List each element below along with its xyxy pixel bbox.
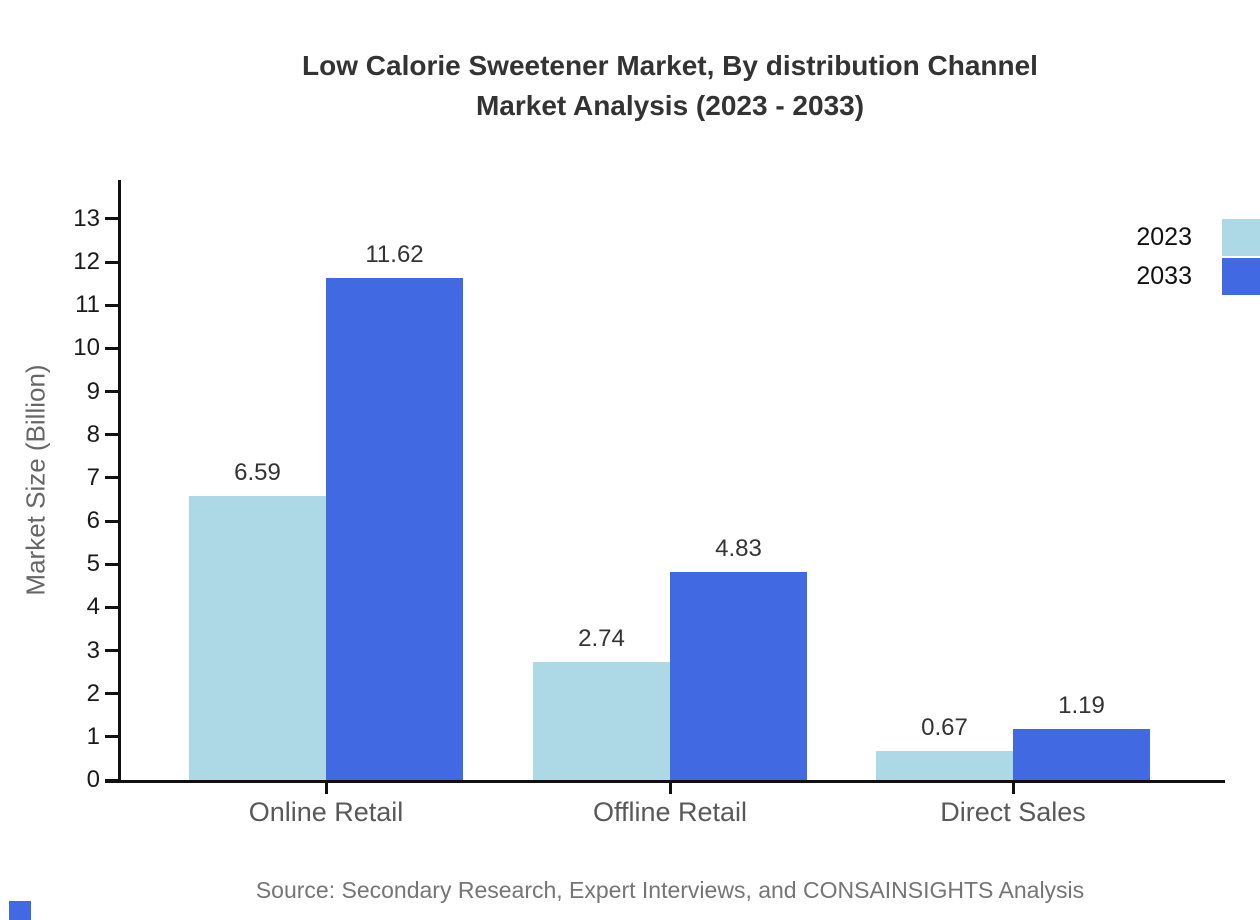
category-label-offline-retail: Offline Retail xyxy=(592,797,748,827)
legend-swatch-2033 xyxy=(1222,258,1260,295)
category-label-online-retail: Online Retail xyxy=(248,797,404,827)
legend-label-2033: 2033 xyxy=(1136,262,1192,290)
y-axis-tick xyxy=(105,260,118,264)
bar-2023-direct-sales xyxy=(876,751,1013,780)
value-label-2023-online-retail: 6.59 xyxy=(234,458,281,486)
y-axis-tick-label: 11 xyxy=(75,291,100,319)
y-axis-tick-label: 10 xyxy=(73,334,100,362)
y-axis-tick-label: 1 xyxy=(86,722,100,750)
y-axis-tick xyxy=(105,433,118,437)
legend: 2023 2033 xyxy=(1136,219,1260,295)
brand-corner-mark xyxy=(9,901,31,920)
y-axis-tick xyxy=(105,303,118,307)
y-axis-tick xyxy=(105,217,118,221)
bar-2023-offline-retail xyxy=(533,661,670,780)
bar-2033-online-retail xyxy=(326,278,463,780)
value-label-2023-offline-retail: 2.74 xyxy=(578,624,625,652)
bar-2033-direct-sales xyxy=(1013,728,1150,780)
y-axis-tick xyxy=(105,605,118,609)
y-axis-tick-label: 9 xyxy=(86,377,100,405)
y-axis-tick-label: 3 xyxy=(86,636,100,664)
legend-label-2023: 2023 xyxy=(1136,223,1192,251)
value-label-2023-direct-sales: 0.67 xyxy=(921,714,968,742)
source-note: Source: Secondary Research, Expert Inter… xyxy=(255,877,1085,903)
x-axis-line xyxy=(105,780,1225,783)
chart-title-line2: Market Analysis (2023 - 2033) xyxy=(475,90,865,121)
y-axis-tick-label: 4 xyxy=(86,593,100,621)
legend-swatch-2023 xyxy=(1222,219,1260,256)
y-axis-title: Market Size (Billion) xyxy=(20,364,51,596)
y-axis-tick-label: 13 xyxy=(73,204,100,232)
y-axis-tick xyxy=(105,562,118,566)
y-axis-tick xyxy=(105,519,118,523)
chart-title: Low Calorie Sweetener Market, By distrib… xyxy=(0,46,1260,126)
y-axis-line xyxy=(118,180,121,783)
y-axis-tick xyxy=(105,346,118,350)
value-label-2033-offline-retail: 4.83 xyxy=(715,534,762,562)
y-axis-tick xyxy=(105,778,118,782)
x-axis-tick xyxy=(1011,783,1015,794)
x-axis-tick xyxy=(324,783,328,794)
x-axis-tick xyxy=(668,783,672,794)
y-axis-tick-label: 7 xyxy=(86,463,100,491)
y-axis-tick-label: 6 xyxy=(86,507,100,535)
plot-area: 0 1 2 3 4 5 6 7 8 9 10 11 12 13 6.59 11.62 Online Retail… xyxy=(73,180,1225,827)
y-axis-tick-label: 5 xyxy=(86,550,100,578)
y-axis-tick xyxy=(105,476,118,480)
y-axis-tick xyxy=(105,735,118,739)
legend-item-2033: 2033 xyxy=(1136,258,1260,295)
bar-2033-offline-retail xyxy=(670,571,807,780)
legend-item-2023: 2023 xyxy=(1136,219,1260,256)
value-label-2033-online-retail: 11.62 xyxy=(365,241,424,269)
y-axis-tick xyxy=(105,649,118,653)
value-label-2033-direct-sales: 1.19 xyxy=(1058,691,1105,719)
y-axis-tick-label: 12 xyxy=(73,248,100,276)
bar-2023-online-retail xyxy=(189,495,326,780)
y-axis-tick xyxy=(105,692,118,696)
y-axis-tick-label: 8 xyxy=(86,420,100,448)
y-axis-tick-label: 0 xyxy=(86,766,100,793)
category-label-direct-sales: Direct Sales xyxy=(940,797,1086,827)
y-axis-tick xyxy=(105,390,118,394)
chart-title-line1: Low Calorie Sweetener Market, By distrib… xyxy=(302,50,1038,81)
y-axis-tick-label: 2 xyxy=(86,679,100,707)
